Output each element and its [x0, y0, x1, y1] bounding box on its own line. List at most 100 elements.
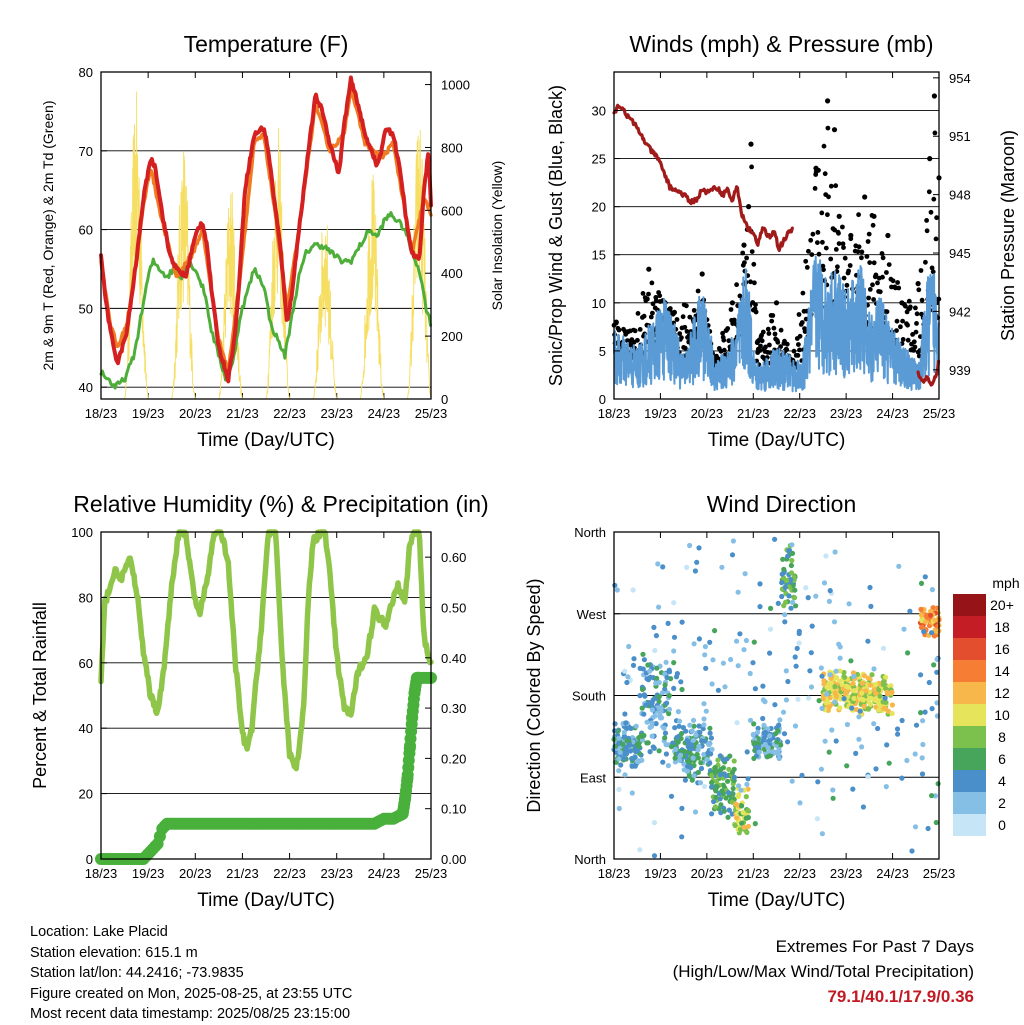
- direction-dot: [776, 755, 782, 762]
- gust-dot: [820, 263, 826, 269]
- gust-dot: [821, 267, 826, 273]
- y2-tick-label: 954: [949, 71, 971, 86]
- gust-dot: [725, 326, 731, 331]
- gust-dot: [825, 98, 831, 104]
- direction-dot: [616, 735, 622, 741]
- gust-dot: [842, 255, 848, 261]
- x-tick-label: 20/23: [691, 406, 724, 421]
- gust-dot: [899, 300, 905, 306]
- colorbar-label: 14: [994, 663, 1010, 679]
- direction-dot: [635, 758, 641, 765]
- direction-dot: [775, 600, 781, 607]
- direction-dot: [636, 743, 642, 749]
- y2-tick-label: 400: [441, 266, 463, 281]
- y2-tick-label: 951: [949, 129, 971, 144]
- direction-dot: [698, 765, 705, 772]
- direction-dot: [737, 631, 743, 637]
- direction-dot: [742, 571, 748, 577]
- gust-dot: [742, 260, 747, 265]
- colorbar-swatch: [953, 814, 986, 836]
- direction-dot: [772, 702, 778, 708]
- direction-dot: [820, 696, 826, 702]
- y2-tick-label: 0.40: [441, 651, 466, 666]
- direction-dot: [813, 593, 819, 599]
- y-tick-label: 25: [592, 152, 606, 167]
- y-tick-label: 20: [592, 200, 606, 215]
- direction-dot: [824, 691, 830, 697]
- direction-dot: [851, 695, 857, 702]
- direction-dot: [621, 755, 627, 762]
- direction-dot: [697, 780, 704, 786]
- direction-dot: [794, 645, 800, 652]
- direction-dot: [696, 636, 703, 642]
- direction-dot: [841, 696, 847, 702]
- direction-dot: [856, 736, 862, 742]
- gust-dot: [833, 247, 839, 252]
- gust-dot: [840, 241, 846, 247]
- direction-dot: [921, 629, 927, 635]
- direction-dot: [630, 662, 637, 669]
- gust-dot: [682, 345, 688, 351]
- gust-dot: [796, 342, 801, 347]
- direction-dot: [656, 694, 662, 700]
- direction-dot: [666, 669, 673, 675]
- y-axis-label: Percent & Total Rainfall: [30, 602, 50, 789]
- direction-dot: [729, 811, 735, 817]
- gust-dot: [867, 287, 873, 292]
- plot-border: [100, 531, 432, 860]
- y2-tick-label: 942: [949, 304, 971, 319]
- direction-dot: [657, 713, 663, 719]
- direction-dot: [711, 798, 717, 805]
- direction-dot: [779, 571, 785, 577]
- gust-dot: [810, 231, 816, 237]
- direction-dot: [622, 668, 628, 674]
- gust-dot: [825, 125, 831, 131]
- direction-dot: [793, 663, 799, 669]
- direction-dot: [616, 740, 622, 747]
- direction-dot: [833, 668, 839, 674]
- direction-dot: [614, 587, 620, 593]
- direction-dot: [808, 684, 815, 690]
- gust-dot: [836, 213, 842, 219]
- direction-dot: [743, 637, 750, 644]
- gust-dot: [859, 255, 864, 261]
- direction-dot: [734, 720, 740, 726]
- direction-dot: [695, 755, 702, 761]
- colorbar-swatch: [953, 704, 986, 726]
- gust-dot: [734, 282, 739, 288]
- direction-dot: [776, 722, 782, 728]
- gust-dot: [933, 236, 939, 242]
- direction-dot: [786, 593, 792, 599]
- gust-dot: [667, 306, 673, 311]
- y-tick-label: 0: [599, 392, 606, 407]
- direction-dot: [757, 581, 763, 587]
- direction-dot: [929, 587, 936, 593]
- direction-dot: [736, 792, 742, 798]
- direction-dot: [783, 668, 789, 674]
- direction-dot: [715, 687, 722, 693]
- direction-dot: [713, 794, 719, 800]
- direction-dot: [674, 734, 680, 740]
- gust-dot: [784, 341, 790, 347]
- gust-dot: [753, 302, 758, 308]
- direction-dot: [792, 654, 798, 660]
- station-latlon: Station lat/lon: 44.2416; -73.9835: [30, 965, 244, 981]
- direction-dot: [689, 777, 695, 783]
- direction-dot: [630, 739, 636, 745]
- gust-dot: [931, 93, 938, 99]
- gust-dot: [770, 313, 776, 318]
- gust-dot: [684, 303, 689, 309]
- direction-dot: [767, 650, 773, 656]
- direction-dot: [805, 595, 811, 601]
- gust-dot: [632, 328, 638, 334]
- direction-dot: [712, 768, 718, 774]
- direction-dot: [629, 763, 635, 769]
- direction-dot: [865, 675, 871, 681]
- gust-dot: [828, 256, 834, 262]
- direction-dot: [656, 604, 662, 610]
- gust-dot: [916, 287, 922, 293]
- gust-dot: [773, 300, 780, 306]
- direction-dot: [679, 805, 685, 812]
- direction-dot: [663, 751, 670, 757]
- gust-dot: [926, 189, 932, 195]
